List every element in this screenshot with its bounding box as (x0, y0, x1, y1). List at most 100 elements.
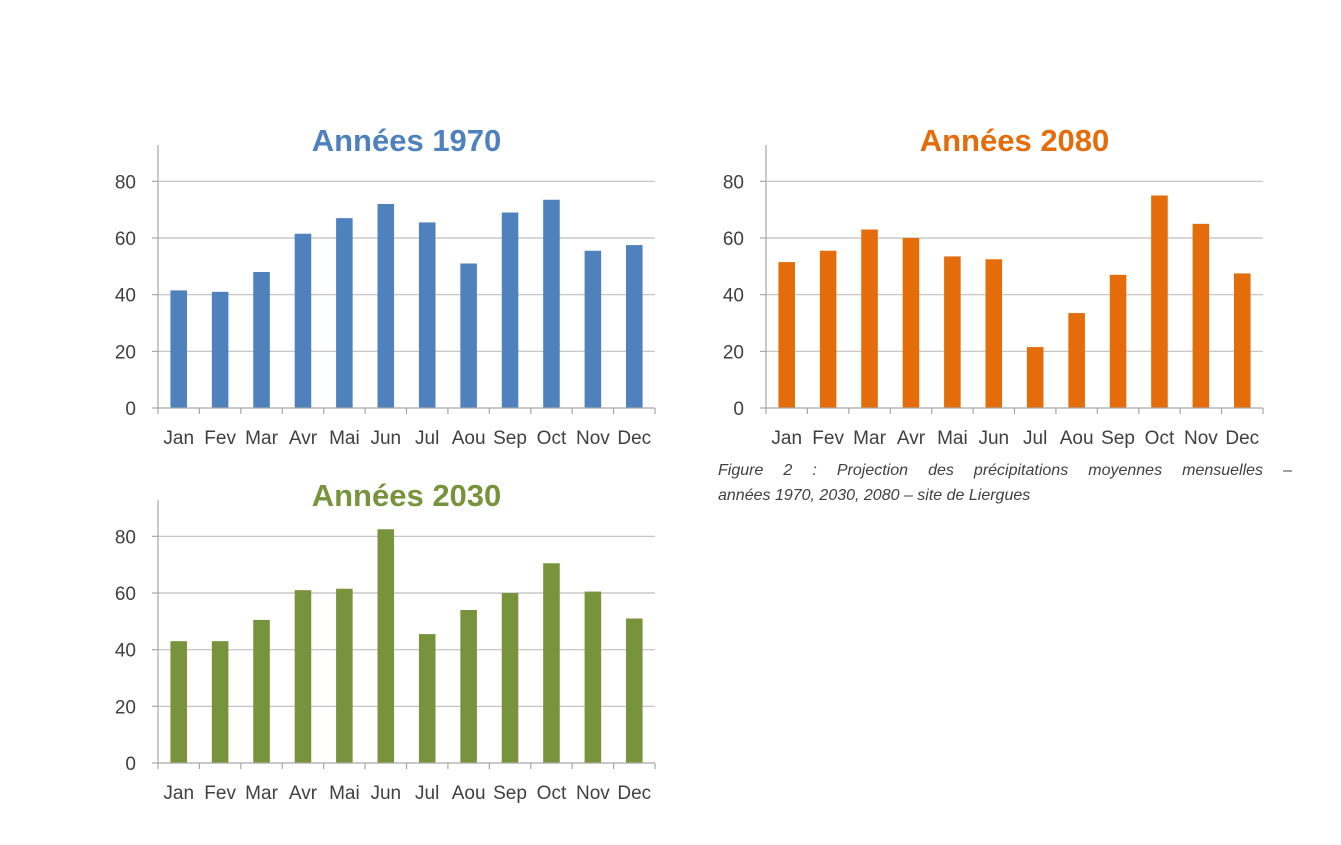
bar-mai (336, 588, 353, 763)
x-tick-label-nov: Nov (576, 783, 610, 804)
y-tick-label: 40 (115, 286, 136, 307)
chart-svg: Années 1970 0 20 40 60 80 Jan Fev Mar Avr Mai Jun Ju… (115, 123, 656, 449)
x-tick-label-jun: Jun (370, 783, 401, 804)
chart-title: Années 2030 (312, 478, 502, 513)
y-tick-label: 0 (125, 399, 136, 420)
y-tick-label: 0 (125, 754, 136, 775)
x-tick-label-oct: Oct (1145, 428, 1175, 449)
bar-series (170, 199, 643, 408)
x-tick-label-jan: Jan (163, 428, 194, 449)
x-tick-label-mai: Mai (329, 783, 360, 804)
bar-mar (253, 619, 270, 763)
figure-caption-line-2: années 1970, 2030, 2080 – site de Liergu… (718, 487, 1031, 504)
chart-title: Années 2080 (920, 123, 1110, 158)
x-tick-label-jun: Jun (370, 428, 401, 449)
x-tick-label-aou: Aou (1060, 428, 1094, 449)
bar-jul (418, 634, 436, 763)
x-tick-label-avr: Avr (289, 783, 318, 804)
y-tick-label: 20 (723, 342, 744, 363)
bar-series (778, 195, 1251, 408)
bar-oct (543, 563, 560, 763)
x-tick-label-dec: Dec (617, 428, 651, 449)
x-tick-label-fev: Fev (204, 783, 236, 804)
x-tick-label-nov: Nov (576, 428, 610, 449)
bar-aou (460, 610, 477, 763)
x-tick-label-sep: Sep (493, 783, 527, 804)
bar-nov (1192, 223, 1210, 408)
x-tick-label-jan: Jan (163, 783, 194, 804)
bar-nov (584, 250, 602, 408)
x-tick-label-fev: Fev (204, 428, 236, 449)
bar-dec (626, 618, 643, 763)
y-tick-label: 80 (115, 527, 136, 548)
x-tick-label-jun: Jun (978, 428, 1009, 449)
bar-aou (460, 263, 477, 408)
bar-oct (1151, 195, 1168, 408)
gridlines (158, 180, 655, 352)
x-tick-label-mar: Mar (245, 428, 278, 449)
bar-series (170, 529, 643, 763)
x-tick-label-mar: Mar (853, 428, 886, 449)
x-tick-label-oct: Oct (537, 783, 567, 804)
bar-dec (626, 245, 643, 408)
x-tick-label-mai: Mai (937, 428, 968, 449)
bar-nov (584, 591, 602, 763)
x-tick-label-sep: Sep (493, 428, 527, 449)
bar-jun (985, 259, 1003, 408)
bar-mai (944, 256, 961, 408)
bar-fev (819, 250, 837, 408)
y-tick-label: 80 (115, 172, 136, 193)
bar-aou (1068, 313, 1085, 408)
chart-2080: Années 2080 0 20 40 60 80 Jan Fev Mar Avr Mai Jun Ju… (718, 118, 1278, 458)
x-tick-label-aou: Aou (452, 428, 486, 449)
x-tick-label-avr: Avr (897, 428, 926, 449)
y-tick-label: 0 (733, 399, 744, 420)
y-tick-label: 80 (723, 172, 744, 193)
bar-avr (294, 233, 312, 408)
y-tick-label: 60 (723, 229, 744, 250)
x-tick-label-dec: Dec (1225, 428, 1259, 449)
y-tick-label: 20 (115, 342, 136, 363)
x-tick-label-oct: Oct (537, 428, 567, 449)
x-tick-label-avr: Avr (289, 428, 318, 449)
chart-1970: Années 1970 0 20 40 60 80 Jan Fev Mar Avr Mai Jun Ju… (110, 118, 670, 458)
x-tick-label-aou: Aou (452, 783, 486, 804)
bar-oct (543, 199, 560, 408)
x-tick-label-sep: Sep (1101, 428, 1135, 449)
y-tick-label: 20 (115, 697, 136, 718)
bar-dec (1234, 273, 1251, 408)
x-tick-label-mar: Mar (245, 783, 278, 804)
figure-caption: Figure 2 : Projection des précipitations… (718, 458, 1292, 508)
bar-jul (418, 222, 436, 408)
x-tick-label-mai: Mai (329, 428, 360, 449)
x-tick-label-jan: Jan (771, 428, 802, 449)
bar-jan (170, 290, 187, 408)
bar-jan (170, 641, 187, 763)
gridlines (158, 535, 655, 707)
y-tick-label: 60 (115, 584, 136, 605)
bar-jun (377, 529, 395, 763)
x-tick-label-jul: Jul (415, 783, 439, 804)
bar-sep (1109, 274, 1127, 408)
bar-jan (778, 262, 795, 408)
bar-mar (253, 272, 270, 408)
chart-svg: Années 2030 0 20 40 60 80 Jan Fev Mar Avr Mai Jun Ju… (115, 478, 656, 804)
bar-sep (501, 212, 519, 408)
figure-caption-line-1: Figure 2 : Projection des précipitations… (718, 462, 1292, 479)
y-tick-label: 40 (115, 641, 136, 662)
bar-jul (1026, 347, 1044, 408)
bar-sep (501, 593, 519, 763)
x-tick-label-jul: Jul (1023, 428, 1047, 449)
gridlines (766, 180, 1263, 352)
bar-fev (211, 641, 229, 763)
bar-mar (861, 229, 878, 408)
x-tick-label-fev: Fev (812, 428, 844, 449)
x-tick-label-nov: Nov (1184, 428, 1218, 449)
y-tick-label: 40 (723, 286, 744, 307)
y-tick-label: 60 (115, 229, 136, 250)
bar-mai (336, 218, 353, 408)
chart-svg: Années 2080 0 20 40 60 80 Jan Fev Mar Avr Mai Jun Ju… (723, 123, 1264, 449)
chart-2030: Années 2030 0 20 40 60 80 Jan Fev Mar Avr Mai Jun Ju… (110, 473, 670, 813)
x-tick-label-dec: Dec (617, 783, 651, 804)
bar-jun (377, 204, 395, 408)
